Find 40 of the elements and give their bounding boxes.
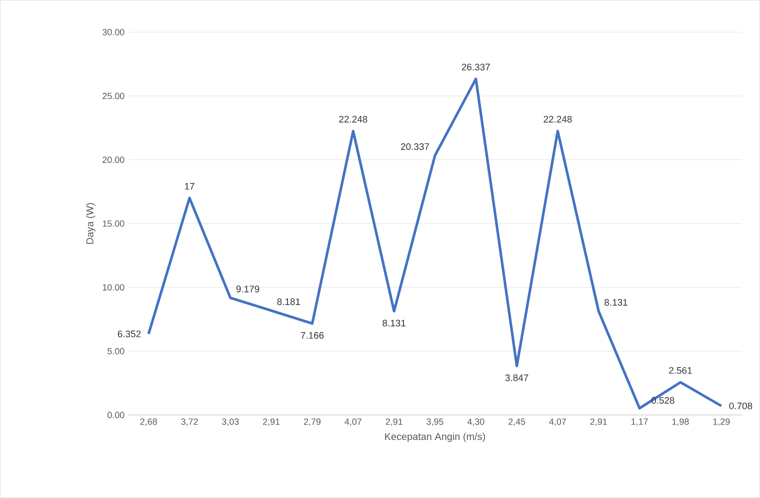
y-tick-label: 10.00	[102, 284, 124, 290]
x-tick-label: 2,45	[508, 418, 526, 426]
data-label: 9.179	[236, 286, 260, 292]
x-tick-label: 2,91	[386, 418, 402, 426]
x-tick-label: 2,68	[140, 418, 157, 426]
x-tick-label: 1,98	[672, 418, 689, 426]
x-tick-label: 1,29	[713, 418, 730, 426]
x-tick-label: 2,79	[304, 418, 321, 426]
data-label: 8.181	[277, 298, 300, 305]
data-label: 3.847	[505, 374, 528, 382]
x-tick-label: 2,91	[263, 418, 280, 426]
x-tick-label: 4,07	[344, 418, 362, 426]
data-label: 0.528	[651, 396, 674, 404]
x-tick-label: 3,03	[222, 418, 239, 426]
data-label: 17	[184, 182, 194, 190]
data-label: 6.352	[118, 330, 141, 338]
data-label: 26.337	[462, 64, 490, 70]
data-label: 8.131	[382, 320, 406, 326]
data-label: 0.708	[729, 402, 752, 410]
y-tick-label: 0.00	[108, 412, 124, 418]
x-tick-label: 4,07	[549, 418, 566, 426]
x-tick-label: 3,95	[426, 418, 444, 426]
data-label: 7.166	[300, 332, 324, 339]
x-tick-label: 1,17	[632, 418, 648, 426]
line-series	[147, 78, 723, 410]
x-tick-label: 4,30	[467, 418, 484, 426]
data-label: 22.248	[544, 116, 572, 123]
y-tick-label: 30.00	[102, 28, 124, 36]
y-tick-label: 25.00	[102, 92, 124, 100]
data-label: 2.561	[669, 367, 692, 374]
y-axis-title: Daya (W)	[86, 203, 96, 244]
x-axis-title: Kecepatan Angin (m/s)	[385, 432, 485, 442]
y-tick-label: 20.00	[102, 156, 124, 163]
x-tick-label: 2,91	[590, 418, 607, 426]
y-tick-label: 5.00	[108, 348, 124, 354]
data-label: 8.131	[604, 298, 628, 306]
data-label: 22.248	[339, 116, 368, 123]
x-tick-label: 3,72	[181, 418, 198, 426]
y-tick-label: 15.00	[102, 220, 124, 227]
data-label: 20.337	[401, 143, 429, 150]
